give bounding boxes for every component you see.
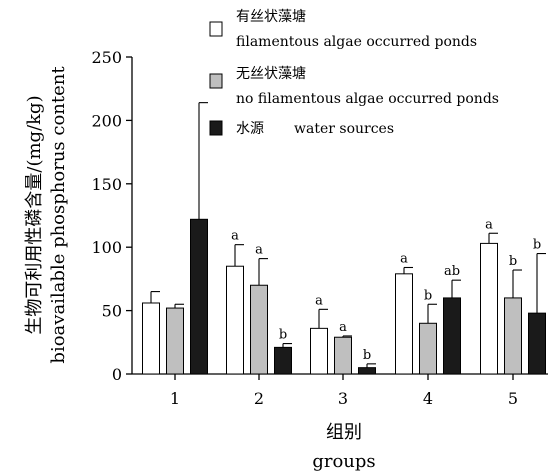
x-tick-label: 1 — [170, 389, 180, 408]
bar — [358, 367, 376, 375]
bar — [190, 218, 208, 375]
x-tick-label: 3 — [338, 389, 348, 408]
bar — [166, 307, 184, 375]
bar — [419, 322, 437, 375]
y-tick-label: 250 — [91, 48, 122, 67]
legend-swatch-2 — [209, 73, 223, 89]
significance-letter: a — [255, 243, 263, 258]
x-tick-label: 4 — [423, 389, 433, 408]
significance-letter: b — [424, 288, 432, 303]
legend-item-2: 无丝状藻塘 no filamentous algae occurred pond… — [209, 66, 499, 107]
significance-letter: ab — [444, 264, 460, 279]
significance-letter: b — [279, 328, 287, 343]
bar — [395, 273, 413, 375]
legend-swatch-3 — [209, 120, 223, 136]
significance-letter: a — [485, 217, 493, 232]
bar — [310, 327, 328, 375]
x-tick-label: 2 — [254, 389, 264, 408]
bar — [226, 265, 244, 375]
bar — [142, 302, 160, 375]
y-axis-ticks: 0 50 100 150 200 250 — [91, 48, 132, 384]
legend-swatch-1 — [209, 21, 223, 37]
bar — [480, 242, 498, 375]
y-tick-label: 200 — [91, 111, 122, 130]
y-tick-label: 150 — [91, 175, 122, 194]
legend-label-2-en: no filamentous algae occurred ponds — [236, 91, 499, 107]
significance-letter: a — [231, 229, 239, 244]
x-axis-title-en: groups — [312, 451, 375, 472]
error-bars — [150, 102, 546, 368]
y-tick-label: 0 — [112, 365, 122, 384]
significance-letter: a — [400, 251, 408, 266]
significance-letter: b — [363, 348, 371, 363]
legend-label-1-cn: 有丝状藻塘 — [236, 9, 306, 25]
significance-letter: a — [339, 320, 347, 335]
significance-letter: b — [533, 238, 541, 253]
legend: 有丝状藻塘 filamentous algae occurred ponds 无… — [209, 9, 499, 137]
significance-letter: a — [315, 293, 323, 308]
y-axis-title-cn: 生物可利用性磷含量/(mg/kg) — [24, 95, 45, 334]
bar — [443, 297, 461, 375]
x-axis-title-cn: 组别 — [326, 422, 362, 443]
legend-label-2-cn: 无丝状藻塘 — [236, 66, 306, 82]
significance-letter: b — [509, 254, 517, 269]
legend-label-3-en: water sources — [294, 121, 394, 137]
bar — [528, 312, 546, 375]
bar — [274, 346, 292, 375]
bar — [504, 297, 522, 375]
legend-item-1: 有丝状藻塘 filamentous algae occurred ponds — [209, 9, 477, 50]
legend-label-3-cn: 水源 — [236, 121, 264, 137]
y-tick-label: 50 — [102, 302, 122, 321]
legend-item-3: 水源 water sources — [209, 120, 394, 137]
y-axis-title-en: bioavailable phosphorus content — [48, 66, 69, 364]
bar-series — [142, 218, 546, 375]
x-axis-ticks: 1 2 3 4 5 — [170, 374, 518, 408]
legend-label-1-en: filamentous algae occurred ponds — [236, 34, 477, 50]
y-tick-label: 100 — [91, 238, 122, 257]
bar — [334, 336, 352, 375]
bar — [250, 284, 268, 375]
x-tick-label: 5 — [508, 389, 518, 408]
